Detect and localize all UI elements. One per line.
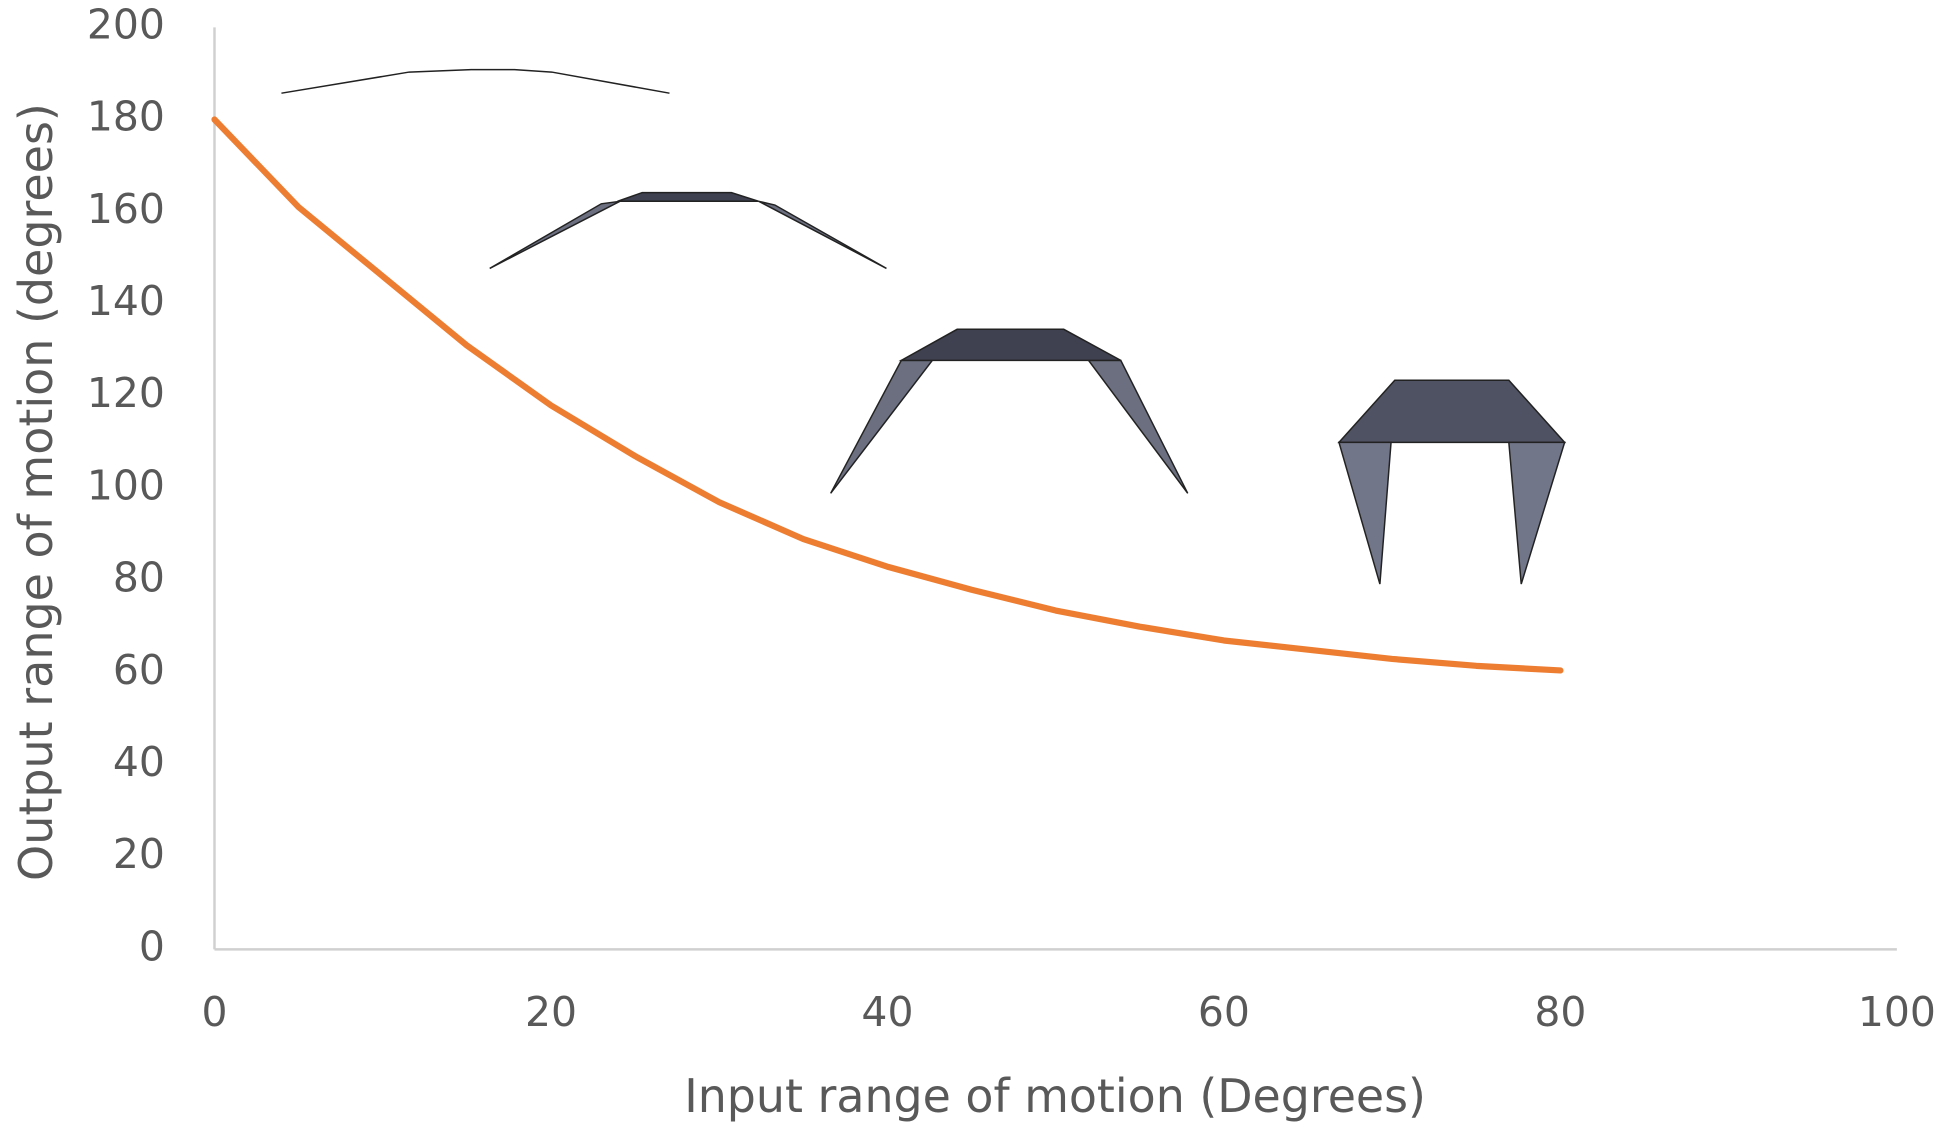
y-tick-label: 20 bbox=[113, 830, 165, 878]
y-axis-title: Output range of motion (degrees) bbox=[9, 103, 63, 881]
mechanism-flap bbox=[1337, 441, 1392, 585]
mechanism-top bbox=[1337, 379, 1567, 444]
y-tick-label: 200 bbox=[87, 0, 165, 48]
x-tick-label: 0 bbox=[201, 988, 227, 1036]
y-tick-label: 120 bbox=[87, 369, 165, 417]
x-tick-label: 100 bbox=[1858, 988, 1936, 1036]
y-tick-label: 60 bbox=[113, 646, 165, 694]
y-tick-label: 40 bbox=[113, 738, 165, 786]
mechanism-flap bbox=[830, 359, 934, 494]
mechanism-top bbox=[617, 191, 759, 203]
mechanism-flap bbox=[758, 200, 887, 270]
mechanism-flap bbox=[1087, 359, 1189, 494]
x-tick-label: 80 bbox=[1534, 988, 1586, 1036]
data-line bbox=[211, 116, 1564, 674]
mechanism-flat bbox=[281, 68, 670, 94]
mechanism-flap bbox=[489, 200, 621, 270]
mechanism-flap bbox=[1508, 441, 1566, 585]
y-tick-label: 0 bbox=[139, 922, 165, 970]
mechanism-illustrations bbox=[281, 68, 1567, 585]
y-tick-label: 160 bbox=[87, 185, 165, 233]
x-tick-label: 60 bbox=[1198, 988, 1250, 1036]
mechanism-top bbox=[898, 328, 1122, 362]
y-tick-label: 100 bbox=[87, 461, 165, 509]
x-tick-label: 40 bbox=[861, 988, 913, 1036]
x-axis-title: Input range of motion (Degrees) bbox=[684, 1069, 1426, 1123]
y-tick-label: 140 bbox=[87, 277, 165, 325]
x-tick-label: 20 bbox=[525, 988, 577, 1036]
y-tick-label: 80 bbox=[113, 554, 165, 602]
y-tick-label: 180 bbox=[87, 93, 165, 141]
